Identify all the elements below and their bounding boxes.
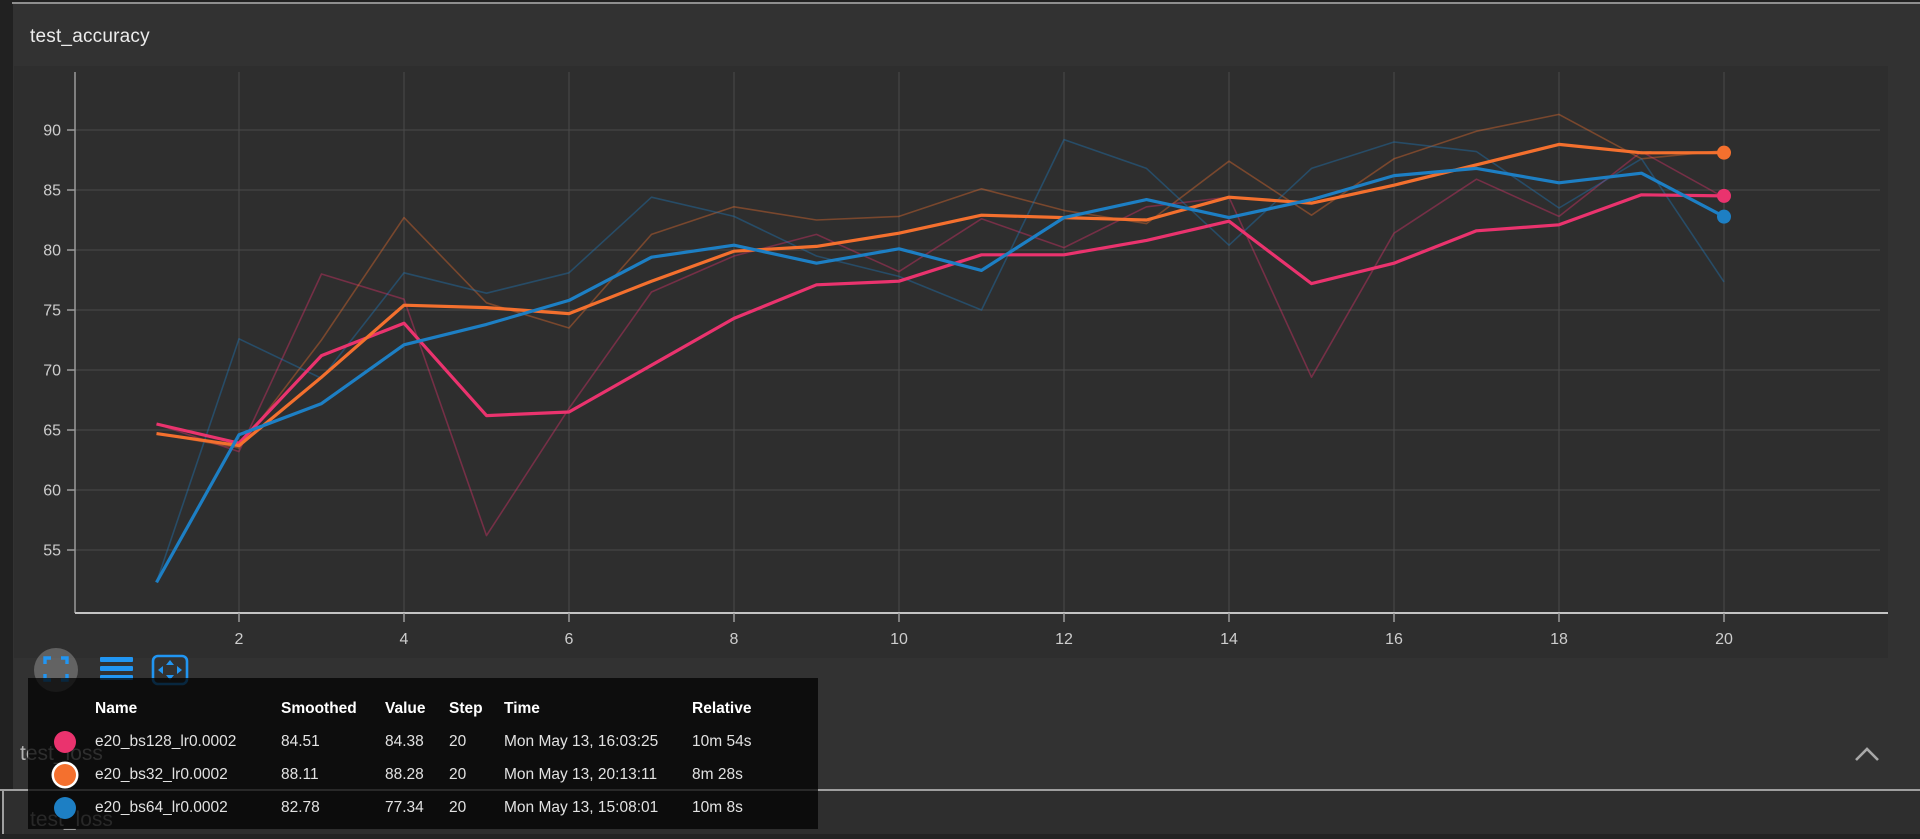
section-divider [0, 789, 1920, 791]
tooltip-row-e20_bs64_lr0.0002: e20_bs64_lr0.0002 82.78 77.34 20 Mon May 13,… [28, 797, 818, 823]
x-tick-label: 10 [890, 631, 908, 648]
chart-tooltip: Name Smoothed Value Step Time Relative e20_bs1… [28, 678, 818, 829]
y-tick-label: 55 [43, 543, 61, 560]
x-tick-label: 8 [730, 631, 739, 648]
run-line-e20_bs128_lr0.0002-raw[interactable] [156, 150, 1725, 537]
x-tick-label: 2 [235, 631, 244, 648]
tooltip-cell-value: 88.28 [385, 766, 424, 783]
accuracy-chart[interactable]: 55 60 65 70 75 80 85 90 2 4 6 8 10 12 14 16 18 20 [14, 66, 1888, 658]
y-tick-label: 80 [43, 243, 61, 260]
y-tick-label: 65 [43, 423, 61, 440]
tooltip-cell-smoothed: 82.78 [281, 799, 320, 816]
y-tick-label: 70 [43, 363, 61, 380]
end-dot-e20_bs32_lr0.0002[interactable] [1717, 145, 1731, 160]
top-divider [12, 2, 1920, 4]
y-tick-label: 90 [43, 123, 61, 140]
tooltip-header-step: Step [449, 700, 483, 717]
tooltip-cell-value: 84.38 [385, 733, 424, 750]
card-title: test_accuracy [30, 26, 150, 47]
tooltip-cell-smoothed: 88.11 [281, 766, 319, 783]
x-tick-label: 18 [1550, 631, 1568, 648]
tooltip-cell-time: Mon May 13, 20:13:11 [504, 766, 658, 783]
x-tick-label: 12 [1055, 631, 1073, 648]
tooltip-cell-step: 20 [449, 733, 467, 750]
tooltip-cell-step: 20 [449, 766, 467, 783]
end-dot-e20_bs64_lr0.0002[interactable] [1717, 209, 1731, 224]
x-tick-label: 16 [1385, 631, 1403, 648]
run-line-e20_bs64_lr0.0002-smoothed[interactable] [155, 166, 1725, 584]
tooltip-cell-time: Mon May 13, 16:03:25 [504, 733, 659, 750]
x-tick-label: 14 [1220, 631, 1238, 648]
run-color-dot [54, 731, 76, 753]
tooltip-cell-relative: 8m 28s [692, 766, 743, 783]
tooltip-header-value: Value [385, 700, 426, 717]
tooltip-cell-relative: 10m 8s [692, 799, 743, 816]
end-dot-e20_bs128_lr0.0002[interactable] [1717, 188, 1731, 203]
tooltip-cell-smoothed: 84.51 [281, 733, 320, 750]
tooltip-header-relative: Relative [692, 700, 752, 717]
tooltip-header-row: Name Smoothed Value Step Time Relative [28, 700, 818, 724]
tooltip-cell-name: e20_bs64_lr0.0002 [95, 799, 228, 816]
x-tick-label: 4 [400, 631, 409, 648]
y-tick-label: 60 [43, 483, 61, 500]
tooltip-cell-time: Mon May 13, 15:08:01 [504, 799, 659, 816]
tooltip-cell-step: 20 [449, 799, 467, 816]
bottom-edge-strip [0, 834, 1920, 839]
run-line-e20_bs64_lr0.0002-raw[interactable] [155, 138, 1725, 583]
run-color-dot [54, 764, 76, 786]
x-tick-label: 6 [565, 631, 574, 648]
tooltip-row-e20_bs32_lr0.0002: e20_bs32_lr0.0002 88.11 88.28 20 Mon May 13,… [28, 764, 818, 790]
tooltip-cell-name: e20_bs128_lr0.0002 [95, 733, 237, 750]
tooltip-header-name: Name [95, 700, 138, 717]
tooltip-row-e20_bs128_lr0.0002: e20_bs128_lr0.0002 84.51 84.38 20 Mon May 13… [28, 731, 818, 757]
tooltip-header-time: Time [504, 700, 540, 717]
tooltip-header-smoothed: Smoothed [281, 700, 357, 717]
run-line-e20_bs128_lr0.0002-smoothed[interactable] [156, 193, 1725, 445]
x-tick-label: 20 [1715, 631, 1733, 648]
run-line-e20_bs32_lr0.0002-raw[interactable] [156, 113, 1725, 449]
tooltip-cell-name: e20_bs32_lr0.0002 [95, 766, 228, 783]
tooltip-cell-value: 77.34 [385, 799, 424, 816]
run-color-dot [54, 797, 76, 819]
y-tick-label: 75 [43, 303, 61, 320]
collapse-chevron-icon[interactable] [1853, 746, 1881, 768]
tooltip-cell-relative: 10m 54s [692, 733, 752, 750]
y-tick-label: 85 [43, 183, 61, 200]
